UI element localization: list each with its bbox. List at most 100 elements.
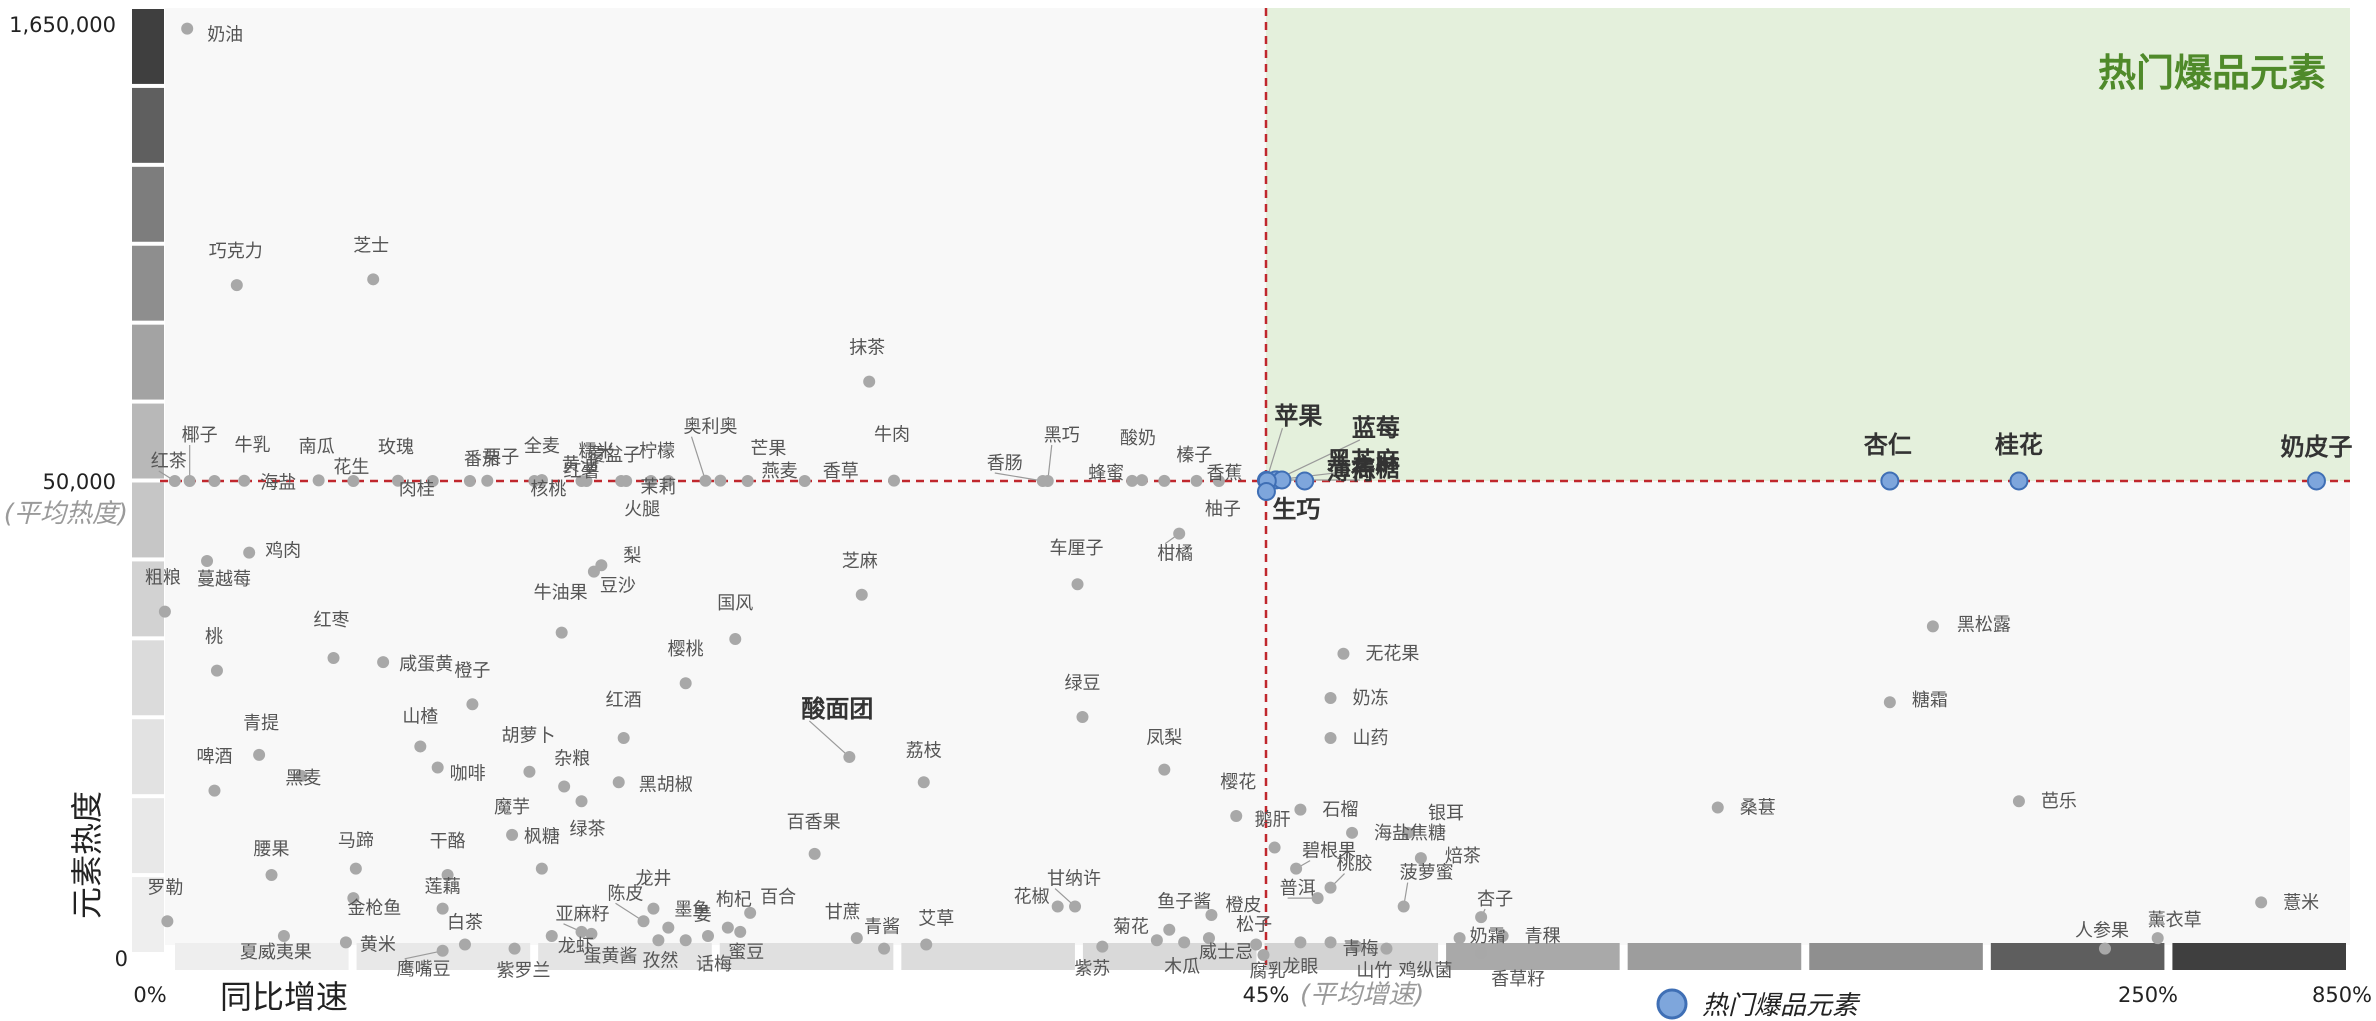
- data-label: 鸡纵菌: [1398, 961, 1452, 982]
- data-label: 豆沙: [600, 576, 636, 597]
- data-point: [545, 930, 558, 943]
- data-point: [1380, 942, 1393, 955]
- data-label: 黑麦: [285, 768, 321, 789]
- data-point: [580, 474, 593, 487]
- data-point: [1401, 826, 1414, 839]
- data-point: [238, 474, 251, 487]
- data-label: 黑芝麻: [1327, 447, 1400, 475]
- data-point: [917, 776, 930, 789]
- y-gradient-segment: [132, 719, 164, 795]
- data-point: [808, 847, 821, 860]
- data-label: 普洱: [1280, 878, 1316, 899]
- data-point: [1350, 940, 1363, 953]
- data-point: [1076, 710, 1089, 723]
- data-point: [1324, 691, 1337, 704]
- data-label: 夏威夷果: [240, 942, 312, 963]
- data-label: 黑松露: [1957, 614, 2011, 635]
- data-point: [1178, 936, 1191, 949]
- data-label: 酸奶: [1120, 428, 1156, 449]
- x-gradient-segment: [175, 943, 349, 970]
- data-point: [1257, 949, 1270, 961]
- data-label: 金枪鱼: [347, 898, 401, 919]
- data-label: 龙眼: [1282, 956, 1318, 977]
- data-point: [1268, 841, 1281, 854]
- data-point: [714, 474, 727, 487]
- data-point: [523, 765, 536, 778]
- data-label: 焙茶: [1445, 846, 1481, 867]
- data-point: [1926, 620, 1939, 633]
- data-point: [535, 474, 548, 487]
- data-label: 糖霜: [1912, 690, 1948, 711]
- data-point: [347, 475, 360, 487]
- data-label: 白茶: [447, 912, 483, 933]
- y-gradient-segment: [132, 403, 164, 479]
- data-label: 黑巧: [1044, 425, 1080, 446]
- data-point: [798, 475, 811, 487]
- x-avg-label: (平均增速): [1300, 980, 1424, 1010]
- data-point: [463, 475, 476, 487]
- data-point: [210, 664, 223, 677]
- data-label: 山药: [1353, 728, 1389, 749]
- data-point: [1126, 474, 1139, 487]
- data-point: [265, 868, 278, 881]
- data-label: 甘纳许: [1047, 869, 1101, 890]
- data-label: 粗粮: [145, 568, 181, 589]
- data-point: [575, 925, 588, 938]
- data-label: 魔芋: [494, 797, 530, 818]
- data-label: 蔓越莓: [197, 569, 251, 590]
- data-label: 马蹄: [338, 831, 374, 852]
- y-tick-zero: 0: [115, 947, 128, 971]
- data-label: 橙子: [454, 660, 490, 681]
- data-point: [506, 828, 519, 841]
- data-point: [662, 921, 675, 934]
- data-label: 咖啡: [450, 764, 486, 785]
- data-label: 红酒: [606, 690, 642, 711]
- data-label: 柠檬: [639, 441, 675, 462]
- data-point: [181, 22, 194, 35]
- data-point: [1324, 732, 1337, 745]
- data-point: [1158, 763, 1171, 776]
- data-point: [652, 934, 665, 947]
- data-point: [1051, 900, 1064, 913]
- data-label: 牛乳: [234, 435, 270, 456]
- data-label: 全麦: [524, 436, 560, 457]
- data-label: 红薯: [564, 461, 600, 482]
- data-point: [414, 740, 427, 753]
- data-label: 蜜豆: [728, 942, 764, 963]
- data-point: [1337, 647, 1350, 660]
- y-gradient-segment: [132, 324, 164, 400]
- data-label: 梨: [623, 545, 641, 566]
- data-label: 车厘子: [1050, 538, 1104, 559]
- data-label: 国风: [717, 593, 753, 614]
- data-label: 孜然: [642, 950, 678, 971]
- data-point: [230, 279, 243, 292]
- data-label: 腰果: [254, 839, 290, 860]
- data-point: [1883, 696, 1896, 709]
- data-label: 百合: [760, 887, 796, 908]
- data-label: 鱼子酱: [1157, 892, 1211, 913]
- data-label: 栗子: [483, 447, 519, 468]
- data-label: 枸杞: [716, 890, 752, 911]
- data-label: 奥利奥: [684, 417, 738, 438]
- data-label: 黄米: [360, 934, 396, 955]
- data-label: 糯米: [578, 441, 614, 462]
- data-label: 艾草: [918, 908, 954, 929]
- data-label: 甘蔗: [825, 902, 861, 923]
- x-tick-250: 250%: [2118, 983, 2178, 1007]
- data-point: [161, 915, 174, 928]
- data-point: [1496, 930, 1509, 943]
- data-label: 橙皮: [1225, 895, 1261, 916]
- data-point: [843, 750, 856, 763]
- legend-marker: [1656, 988, 1688, 1020]
- data-point: [729, 633, 742, 645]
- x-gradient-segment: [1627, 943, 1802, 970]
- data-label: 南瓜: [299, 436, 335, 457]
- data-point: [1071, 578, 1084, 591]
- data-point: [1346, 826, 1359, 839]
- data-label: 紫罗兰: [497, 961, 551, 982]
- data-point: [201, 555, 214, 568]
- y-tick-top: 1,650,000: [9, 13, 116, 37]
- data-point: [2255, 896, 2268, 909]
- data-point: [855, 588, 868, 601]
- data-label: 威士忌: [1199, 942, 1253, 963]
